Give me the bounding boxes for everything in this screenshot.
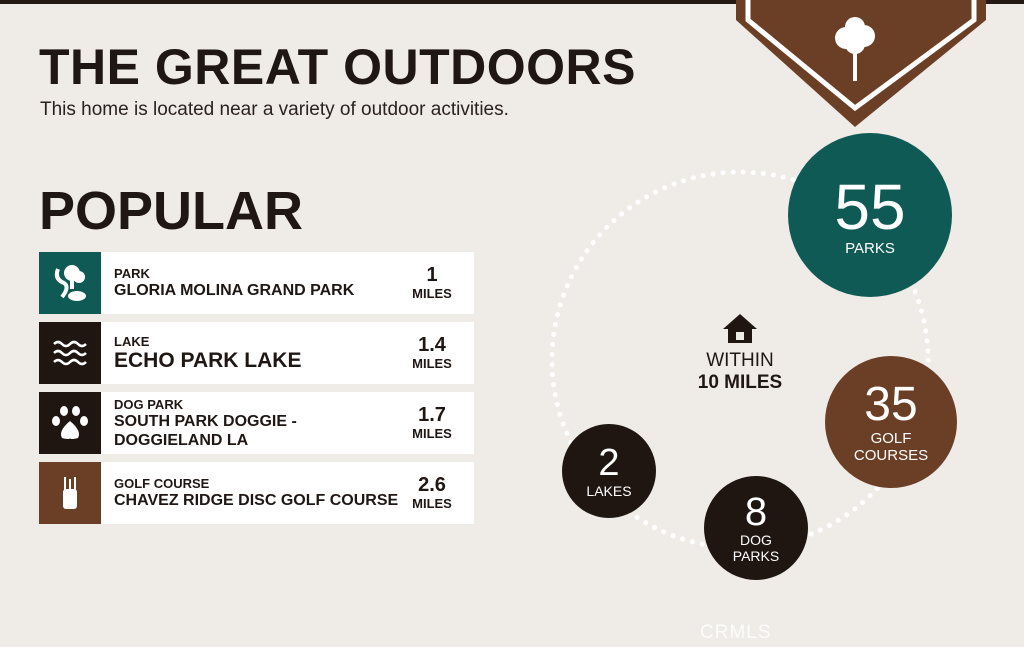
within-label: WITHIN 10 MILES [670, 312, 810, 394]
item-name: GLORIA MOLINA GRAND PARK [114, 282, 355, 299]
item-category: DOG PARK [114, 396, 184, 412]
item-unit: MILES [412, 356, 452, 371]
item-distance: 1.4 [418, 334, 446, 356]
list-item: LAKE ECHO PARK LAKE 1.4 MILES [39, 322, 474, 384]
item-name: ECHO PARK LAKE [114, 348, 302, 372]
paw-icon [39, 392, 101, 454]
list-item: PARK GLORIA MOLINA GRAND PARK 1 MILES [39, 252, 474, 314]
item-name: SOUTH PARK DOGGIE - DOGGIELAND LA [114, 412, 297, 449]
within-line2: 10 MILES [697, 372, 783, 393]
item-distance: 2.6 [418, 474, 446, 496]
item-unit: MILES [412, 286, 452, 301]
item-category: PARK [114, 266, 150, 281]
count-label: PARKS [845, 239, 895, 257]
report-badge [736, 0, 986, 127]
item-unit: MILES [412, 496, 452, 511]
count-value: 55 [834, 170, 906, 243]
golf-bag-icon [39, 462, 101, 524]
page-subtitle: This home is located near a variety of o… [40, 99, 509, 120]
house-icon [723, 314, 757, 343]
park-icon [39, 252, 101, 314]
within-line1: WITHIN [706, 350, 774, 371]
count-value: 2 [598, 442, 620, 484]
list-item: DOG PARK SOUTH PARK DOGGIE - DOGGIELAND L… [39, 392, 474, 454]
waves-icon [39, 322, 101, 384]
count-label: LAKES [586, 483, 632, 499]
lakes-count-circle: 2 LAKES [562, 424, 656, 518]
count-value: 8 [744, 490, 768, 534]
page-title: THE GREAT OUTDOORS [39, 39, 636, 95]
item-distance: 1.7 [418, 404, 446, 426]
tree-icon [835, 17, 875, 81]
list-item: GOLF COURSE CHAVEZ RIDGE DISC GOLF COURSE… [39, 462, 474, 524]
item-category: LAKE [114, 333, 150, 349]
count-label: DOG PARKS [732, 532, 780, 564]
popular-heading: POPULAR [39, 181, 304, 241]
parks-count-circle: 55 PARKS [788, 133, 952, 297]
count-label: GOLF COURSES [853, 430, 929, 464]
watermark: CRMLS [700, 622, 772, 643]
golf-count-circle: 35 GOLF COURSES [825, 356, 957, 488]
item-unit: MILES [412, 426, 452, 441]
top-border [0, 0, 1024, 4]
dog-parks-count-circle: 8 DOG PARKS [704, 476, 808, 580]
item-distance: 1 [426, 264, 438, 286]
count-value: 35 [864, 378, 918, 431]
item-category: GOLF COURSE [114, 476, 210, 491]
item-name: CHAVEZ RIDGE DISC GOLF COURSE [114, 492, 399, 509]
